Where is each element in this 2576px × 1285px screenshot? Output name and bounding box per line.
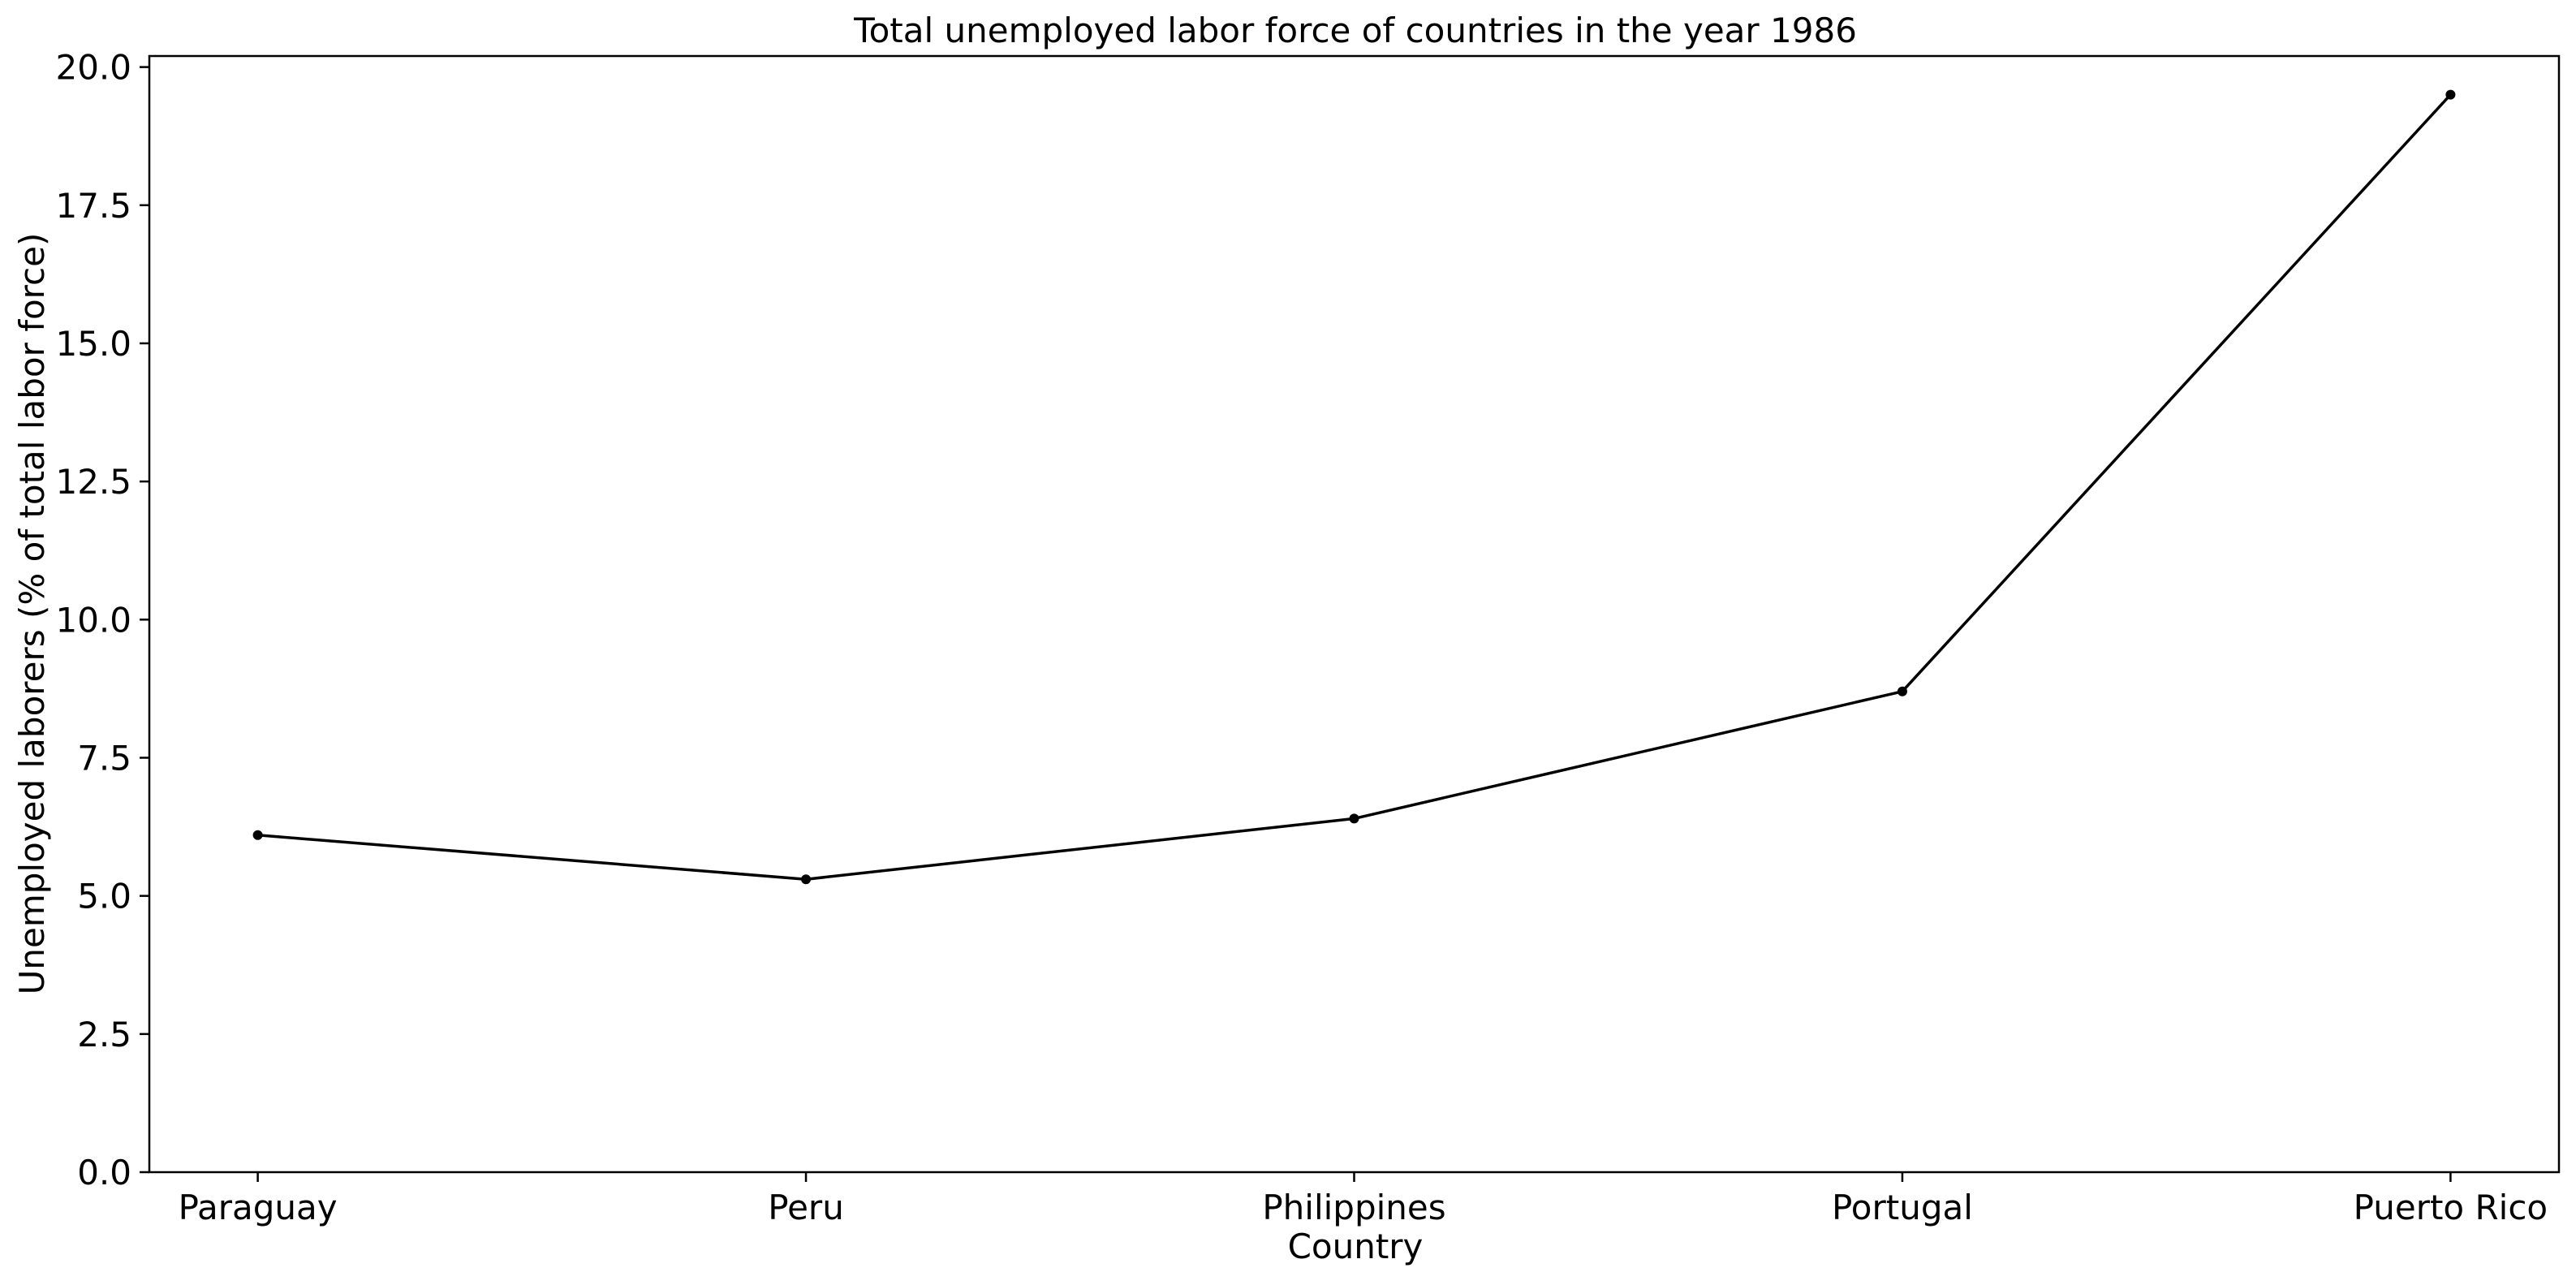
x-tick-label: Puerto Rico [2354, 1188, 2548, 1227]
plot-area: 0.0 2.5 5.0 7.5 10.0 12.5 15.0 17.5 20.0 Paraguay… [55, 48, 2561, 1227]
plot-frame [148, 54, 2561, 1174]
y-axis-label: Unemployed laborers (% of total labor fo… [12, 233, 52, 995]
y-tick-label: 5.0 [77, 877, 131, 916]
y-tick-label: 20.0 [55, 48, 131, 88]
data-point [1349, 813, 1359, 824]
y-tick-label: 7.5 [77, 738, 131, 778]
chart-title: Total unemployed labor force of countrie… [853, 11, 1857, 50]
data-point [252, 830, 263, 840]
y-tick-label: 10.0 [55, 600, 131, 640]
x-axis-label: Country [1288, 1227, 1424, 1266]
y-tick-label: 2.5 [77, 1015, 131, 1054]
x-tick-label: Philippines [1262, 1188, 1445, 1227]
y-tick-label: 15.0 [55, 324, 131, 364]
data-point [2445, 89, 2456, 100]
x-tick-label: Peru [768, 1188, 844, 1227]
data-point [801, 874, 812, 885]
y-tick-label: 12.5 [55, 462, 131, 502]
series-line [257, 93, 2452, 881]
y-tick-label: 0.0 [77, 1153, 131, 1192]
data-point [1897, 686, 1907, 696]
x-tick-label: Portugal [1832, 1188, 1973, 1227]
x-tick-label: Paraguay [179, 1188, 338, 1227]
y-tick-label: 17.5 [55, 186, 131, 226]
